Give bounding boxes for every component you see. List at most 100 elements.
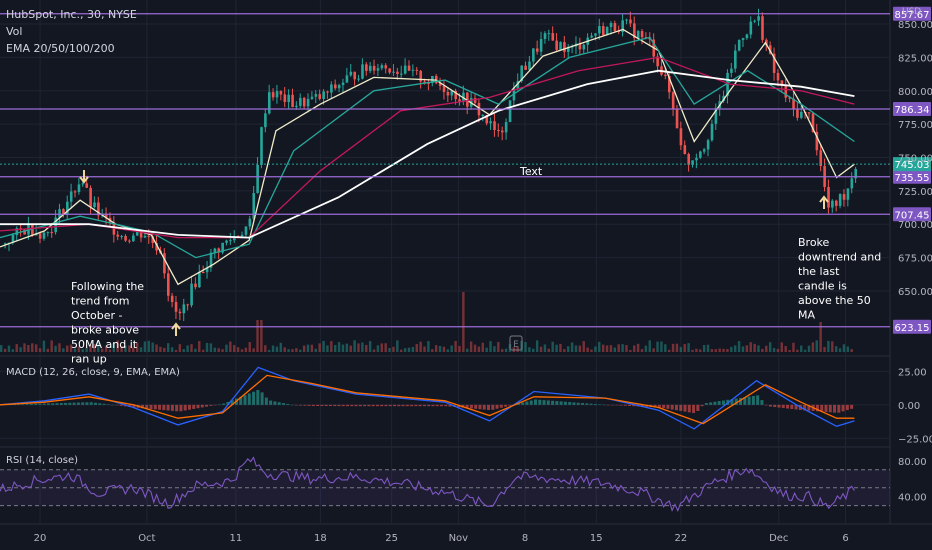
candle-body [11,235,15,243]
volume-bar [314,348,317,352]
volume-bar [753,343,756,352]
macd-y-tick-label[interactable]: −25.00 [898,434,932,445]
x-tick-label[interactable]: 20 [34,533,47,544]
price-level-badge[interactable] [893,101,931,116]
x-tick-label[interactable]: Nov [449,533,469,544]
rsi-y-tick-label[interactable]: 40.00 [898,493,927,504]
macd-histogram-bar [542,400,546,405]
signal-line [0,374,855,425]
y-tick-label[interactable]: 775.00 [898,120,932,131]
candle-body [827,186,830,208]
candle-body [349,71,353,76]
price-level-label[interactable]: 623.15 [895,323,930,334]
y-tick-label[interactable]: 850.00 [898,20,932,31]
candle-body [170,295,174,302]
ema-label[interactable]: EMA 20/50/100/200 [6,42,115,55]
x-tick-label[interactable]: 6 [842,533,848,544]
volume-bar [497,341,500,352]
volume-bar [58,343,61,352]
y-tick-label[interactable]: 750.00 [898,153,932,164]
candle-body [139,231,143,238]
rsi-y-tick-label[interactable]: 80.00 [898,457,927,468]
y-tick-label[interactable]: 725.00 [898,187,932,198]
price-level-label[interactable]: 735.55 [895,173,930,184]
macd-y-tick-label[interactable]: 0.00 [898,401,920,412]
macd-y-tick-label[interactable]: 25.00 [898,367,927,378]
volume-bar [69,344,73,352]
last-price-badge[interactable] [893,157,931,172]
y-tick-label[interactable]: 650.00 [898,287,932,298]
x-tick-label[interactable]: 15 [590,533,603,544]
macd-histogram-bar [59,403,63,405]
y-tick-label[interactable]: 825.00 [898,53,932,64]
candle-body [772,53,776,73]
y-tick-label[interactable]: 700.00 [898,220,932,231]
macd-histogram-bar [38,403,42,405]
macd-histogram-bar [115,404,119,406]
volume-bar [299,349,302,352]
volume-bar [714,349,717,352]
candle-body [636,31,640,38]
macd-histogram-bar [55,403,59,405]
candle-body [745,34,749,39]
macd-histogram-bar [12,404,16,405]
price-level-label[interactable]: 707.45 [895,210,930,221]
candle-body [128,240,131,242]
y-tick-label[interactable]: 800.00 [898,87,932,98]
candle-body [838,194,842,206]
rsi-line [0,456,855,513]
macd-histogram-bar [598,404,602,405]
volume-bar [116,340,119,352]
x-tick-label[interactable]: 18 [314,533,327,544]
x-tick-label[interactable]: 11 [229,533,242,544]
volume-bar [621,344,624,352]
y-tick-label[interactable]: 675.00 [898,254,932,265]
volume-bar [3,348,7,352]
volume-bar [640,349,644,352]
currency-label[interactable]: USD [902,7,921,17]
candle-body [38,233,42,239]
macd-histogram-bar [448,404,452,407]
volume-bar [357,343,360,352]
x-tick-label[interactable]: Dec [769,533,788,544]
candle-body [640,31,644,38]
candle-body [605,26,609,36]
vol-label[interactable]: Vol [6,25,22,38]
price-level-badge[interactable] [893,207,931,222]
last-price-label[interactable]: 745.03 [895,160,930,171]
price-level-label[interactable]: 857.67 [895,10,930,21]
macd-histogram-bar [397,404,401,407]
rsi-title[interactable]: RSI (14, close) [6,455,78,466]
candle-body [842,194,846,200]
volume-bar [613,347,617,352]
candle-body [442,85,446,92]
candle-body [617,31,621,33]
candle-body [629,19,632,24]
macd-histogram-bar [17,404,21,405]
macd-histogram-bar [179,404,183,412]
earnings-marker[interactable]: E [509,335,523,351]
symbol-title[interactable]: HubSpot, Inc., 30, NYSE [6,8,137,21]
x-tick-label[interactable]: 25 [385,533,398,544]
candle-body [217,248,221,253]
macd-histogram-bar [166,404,170,411]
volume-bar [135,342,139,352]
volume-bar [757,345,760,352]
volume-bar [737,341,741,352]
x-tick-label[interactable]: 22 [674,533,687,544]
price-level-badge[interactable] [893,6,931,21]
macd-histogram-bar [140,404,144,409]
price-level-badge[interactable] [893,169,931,184]
x-tick-label[interactable]: 8 [522,533,528,544]
volume-bar [159,346,162,352]
macd-histogram-bar [781,404,785,409]
macd-title[interactable]: MACD (12, 26, close, 9, EMA, EMA) [6,367,180,378]
macd-histogram-bar [764,404,768,406]
volume-bar [194,348,197,352]
price-level-label[interactable]: 786.34 [895,105,930,116]
x-tick-label[interactable]: Oct [138,533,155,544]
price-level-badge[interactable] [893,319,931,334]
volume-bar [112,343,116,352]
volume-bar [205,342,209,352]
